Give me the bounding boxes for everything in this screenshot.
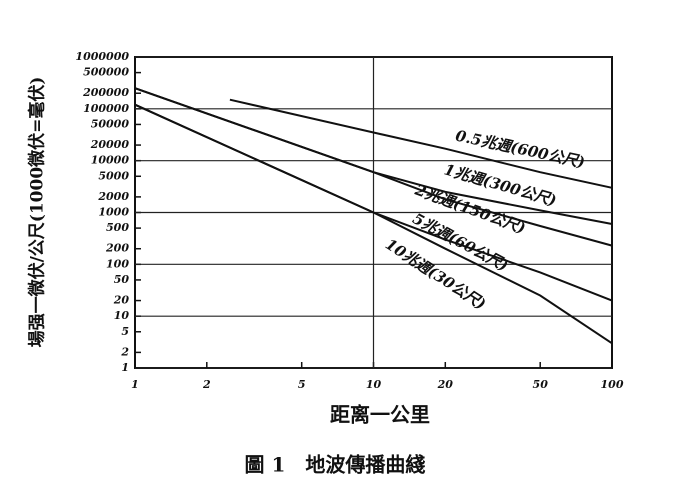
x-tick-label: 20 [437, 378, 454, 391]
y-tick-label: 500 [106, 221, 129, 234]
y-tick-label: 1000000 [75, 50, 129, 63]
y-tick-label: 100000 [83, 102, 129, 115]
series-label: 0.5兆週(600公尺) [454, 127, 586, 172]
x-axis-label: 距离一公里 [330, 403, 430, 427]
series-line [134, 103, 613, 345]
y-tick-label: 50000 [91, 117, 130, 130]
y-tick-label: 10 [114, 309, 130, 322]
x-tick-label: 50 [533, 378, 549, 391]
y-tick-label: 2000 [97, 190, 129, 203]
caption: 圖 1 地波傳播曲綫 [245, 453, 426, 477]
y-tick-label: 100 [106, 257, 129, 270]
y-tick-label: 20000 [90, 138, 130, 151]
series-line [229, 98, 613, 189]
x-tick-label: 100 [601, 378, 624, 391]
y-tick-label: 10000 [91, 154, 130, 167]
y-tick-label: 5 [121, 325, 129, 338]
x-tick-label: 5 [298, 378, 306, 391]
y-tick-label: 5000 [98, 169, 129, 182]
series-line [134, 87, 613, 247]
y-tick-label: 1000 [98, 206, 129, 219]
y-axis-label: 場强一微伏/公尺(1000微伏=毫伏) [27, 77, 48, 348]
y-tick-label: 20 [113, 294, 130, 307]
x-tick-label: 2 [202, 378, 211, 391]
y-tick-label: 50 [114, 273, 130, 286]
y-tick-label: 2 [120, 345, 129, 358]
x-tick-label: 1 [131, 378, 139, 391]
y-tick-label: 200000 [82, 86, 129, 99]
x-tick-label: 10 [366, 378, 382, 391]
y-tick-label: 200 [105, 242, 129, 255]
y-tick-label: 500000 [83, 66, 129, 79]
y-tick-label: 1 [121, 361, 129, 374]
